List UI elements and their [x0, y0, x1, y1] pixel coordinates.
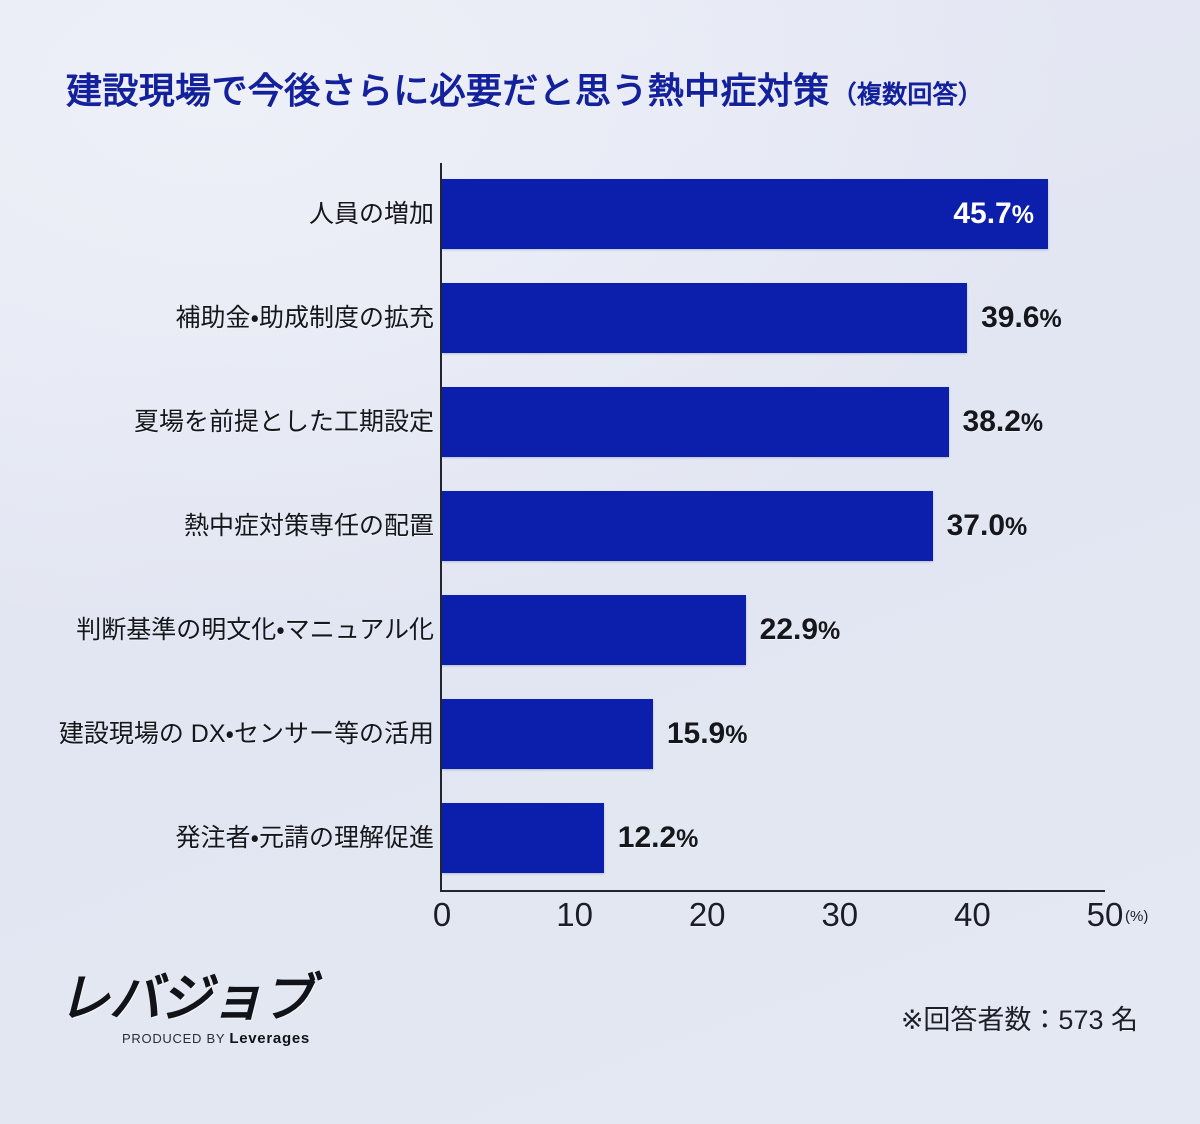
bar-category-label: 夏場を前提とした工期設定: [133, 408, 434, 436]
bar-category-label: 発注者・元請の理解促進: [175, 824, 434, 852]
bar-category-label: 補助金・助成制度の拡充: [175, 304, 434, 332]
bar-row: 夏場を前提とした工期設定 38.2%: [0, 371, 1200, 473]
x-axis-tick-label: 20: [688, 896, 726, 933]
x-axis-tick-label: 30: [821, 896, 859, 933]
bar-track: 15.9%: [442, 699, 1105, 769]
x-axis-tick-label: 10: [556, 896, 593, 933]
x-axis-unit-label: (%): [1125, 908, 1149, 925]
bar-track: 37.0%: [442, 491, 1105, 561]
bar-category-label: 熱中症対策専任の配置: [183, 512, 434, 540]
bar-row: 発注者・元請の理解促進 12.2%: [0, 787, 1200, 889]
bar-track: 45.7%: [442, 179, 1105, 249]
chart-title-main: 建設現場で今後さらに必要だと思う熱中症対策: [66, 70, 830, 111]
bar[interactable]: [442, 179, 1048, 249]
bar-category-label: 判断基準の明文化・マニュアル化: [76, 616, 434, 644]
bar-row: 補助金・助成制度の拡充 39.6%: [0, 267, 1200, 369]
bar-row: 熱中症対策専任の配置 37.0%: [0, 475, 1200, 577]
bar-track: 22.9%: [442, 595, 1105, 665]
bar-value-label: 37.0%: [946, 509, 1028, 542]
chart-title-suffix: （複数回答）: [831, 81, 984, 109]
bar-value-label: 39.6%: [981, 301, 1062, 334]
bar-value-label: 12.2%: [617, 821, 699, 854]
logo-tagline-prefix: PRODUCED BY: [122, 1031, 230, 1047]
brand-logo: レバジョブ PRODUCED BY Leverages: [58, 972, 358, 1047]
bar-category-label: 建設現場の DX・センサー等の活用: [58, 720, 434, 748]
y-axis-line: [440, 163, 442, 892]
bar-track: 12.2%: [442, 803, 1105, 873]
x-axis-tick-label: 40: [954, 896, 991, 933]
bar-track: 39.6%: [442, 283, 1105, 353]
bar-value-label: 45.7%: [953, 197, 1034, 230]
bar-track: 38.2%: [442, 387, 1105, 457]
page-title: 建設現場で今後さらに必要だと思う熱中症対策 （複数回答）: [66, 62, 983, 114]
logo-tagline: PRODUCED BY Leverages: [122, 1030, 358, 1047]
bar[interactable]: [442, 387, 949, 457]
bar[interactable]: [442, 491, 933, 561]
bar-row: 建設現場の DX・センサー等の活用 15.9%: [0, 683, 1200, 785]
x-axis-tick-label: 50: [1086, 896, 1124, 933]
logo-tagline-brand: Leverages: [229, 1030, 310, 1048]
bar-category-label: 人員の増加: [308, 200, 434, 228]
bar-value-label: 15.9%: [666, 717, 748, 750]
bar[interactable]: [442, 595, 746, 665]
bar-value-label: 38.2%: [962, 405, 1044, 438]
bar[interactable]: [442, 803, 604, 873]
respondents-note: ※回答者数：573 名: [900, 1005, 1138, 1035]
bar-value-label: 22.9%: [759, 613, 841, 646]
x-axis-tick-label: 0: [432, 896, 452, 933]
bar-row: 判断基準の明文化・マニュアル化 22.9%: [0, 579, 1200, 681]
bar[interactable]: [442, 283, 968, 353]
bar[interactable]: [442, 699, 653, 769]
x-axis-line: [440, 890, 1105, 892]
bar-row: 人員の増加 45.7%: [0, 163, 1200, 265]
logo-wordmark: レバジョブ: [58, 970, 314, 1028]
